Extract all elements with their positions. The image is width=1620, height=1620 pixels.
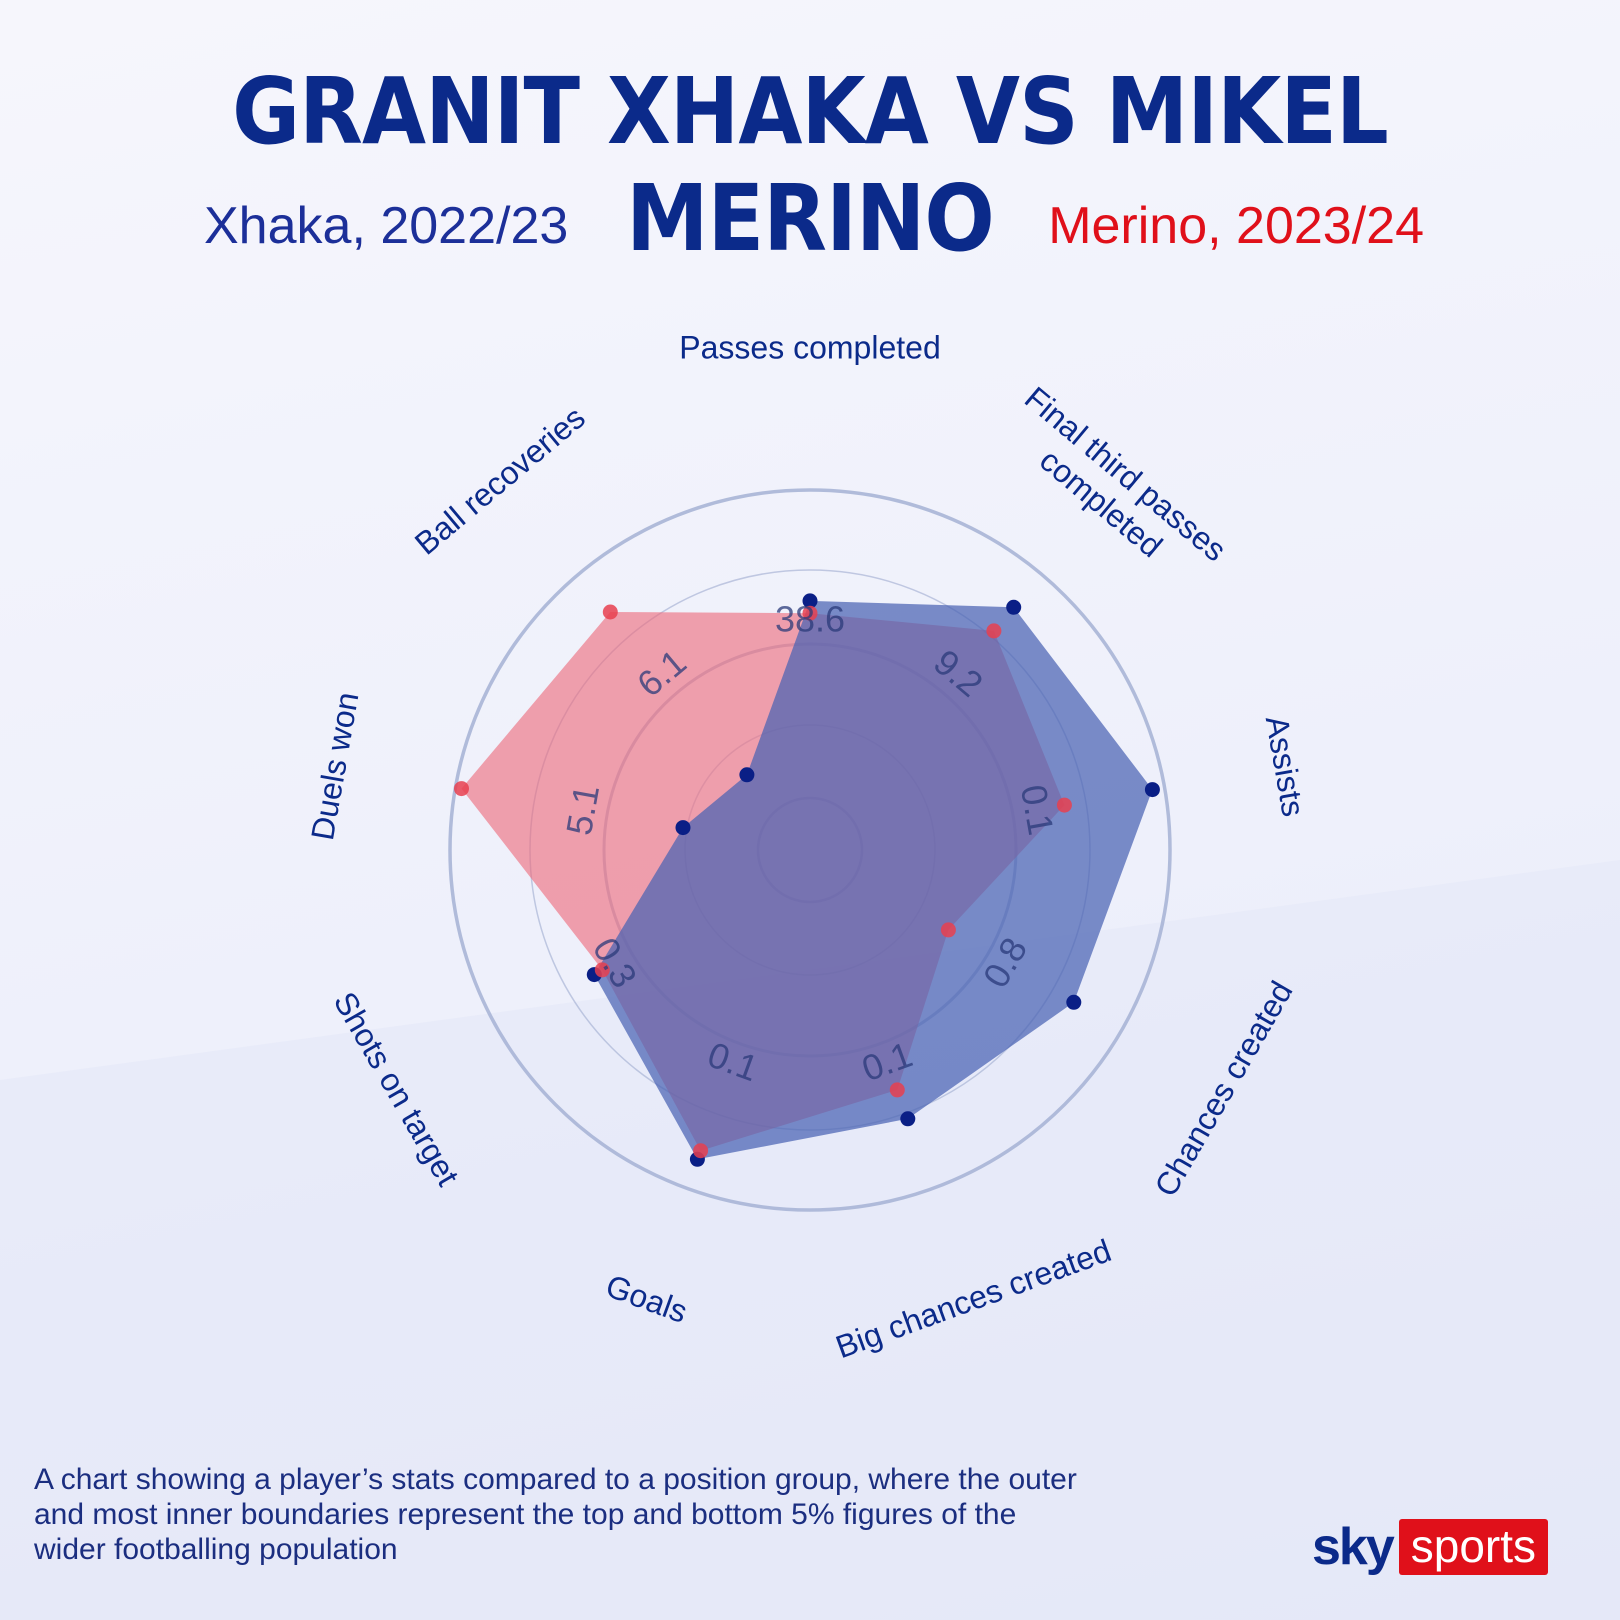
data-point-xhaka-8 bbox=[739, 767, 755, 783]
chart-title: GRANIT XHAKA VS MIKEL MERINO bbox=[232, 58, 1389, 272]
axis-label-6: Shots on target bbox=[327, 986, 467, 1192]
data-point-merino-4 bbox=[889, 1082, 905, 1098]
axis-label-5: Goals bbox=[601, 1267, 692, 1329]
value-label-7: 5.1 bbox=[558, 782, 607, 838]
sky-sports-logo: sky sports bbox=[1312, 1518, 1549, 1576]
axis-label-4: Big chances created bbox=[831, 1232, 1116, 1365]
axis-label-3: Chances created bbox=[1147, 975, 1299, 1203]
data-point-merino-3 bbox=[940, 922, 956, 938]
data-point-merino-6 bbox=[594, 962, 610, 978]
data-point-merino-7 bbox=[454, 781, 469, 797]
data-point-merino-8 bbox=[602, 604, 618, 620]
legend-xhaka: Xhaka, 2022/23 bbox=[204, 197, 569, 255]
data-point-xhaka-1 bbox=[1006, 599, 1022, 615]
logo-sports-text: sports bbox=[1398, 1519, 1549, 1575]
data-point-merino-5 bbox=[693, 1143, 709, 1159]
data-point-merino-1 bbox=[986, 623, 1002, 639]
value-label-2: 0.1 bbox=[1013, 782, 1062, 838]
axis-label-8: Ball recoveries bbox=[408, 399, 592, 561]
logo-sky-text: sky bbox=[1312, 1518, 1395, 1576]
data-point-xhaka-4 bbox=[900, 1111, 916, 1127]
axis-label-7: Duels won bbox=[304, 689, 365, 842]
data-point-xhaka-3 bbox=[1066, 994, 1082, 1010]
data-point-merino-2 bbox=[1056, 797, 1072, 813]
data-point-xhaka-0 bbox=[802, 593, 818, 609]
data-point-xhaka-7 bbox=[675, 820, 691, 836]
legend-merino: Merino, 2023/24 bbox=[1048, 197, 1424, 255]
axis-label-0: Passes completed bbox=[679, 329, 940, 365]
grid-ring-0 bbox=[448, 488, 1172, 1212]
value-label-0: 38.6 bbox=[775, 599, 845, 640]
chart-footnote: A chart showing a player’s stats compare… bbox=[34, 1463, 1077, 1566]
data-point-xhaka-2 bbox=[1144, 782, 1160, 798]
series-area-xhaka bbox=[594, 600, 1153, 1160]
data-point-merino-0 bbox=[802, 605, 818, 621]
axis-label-2: Assists bbox=[1259, 713, 1312, 819]
